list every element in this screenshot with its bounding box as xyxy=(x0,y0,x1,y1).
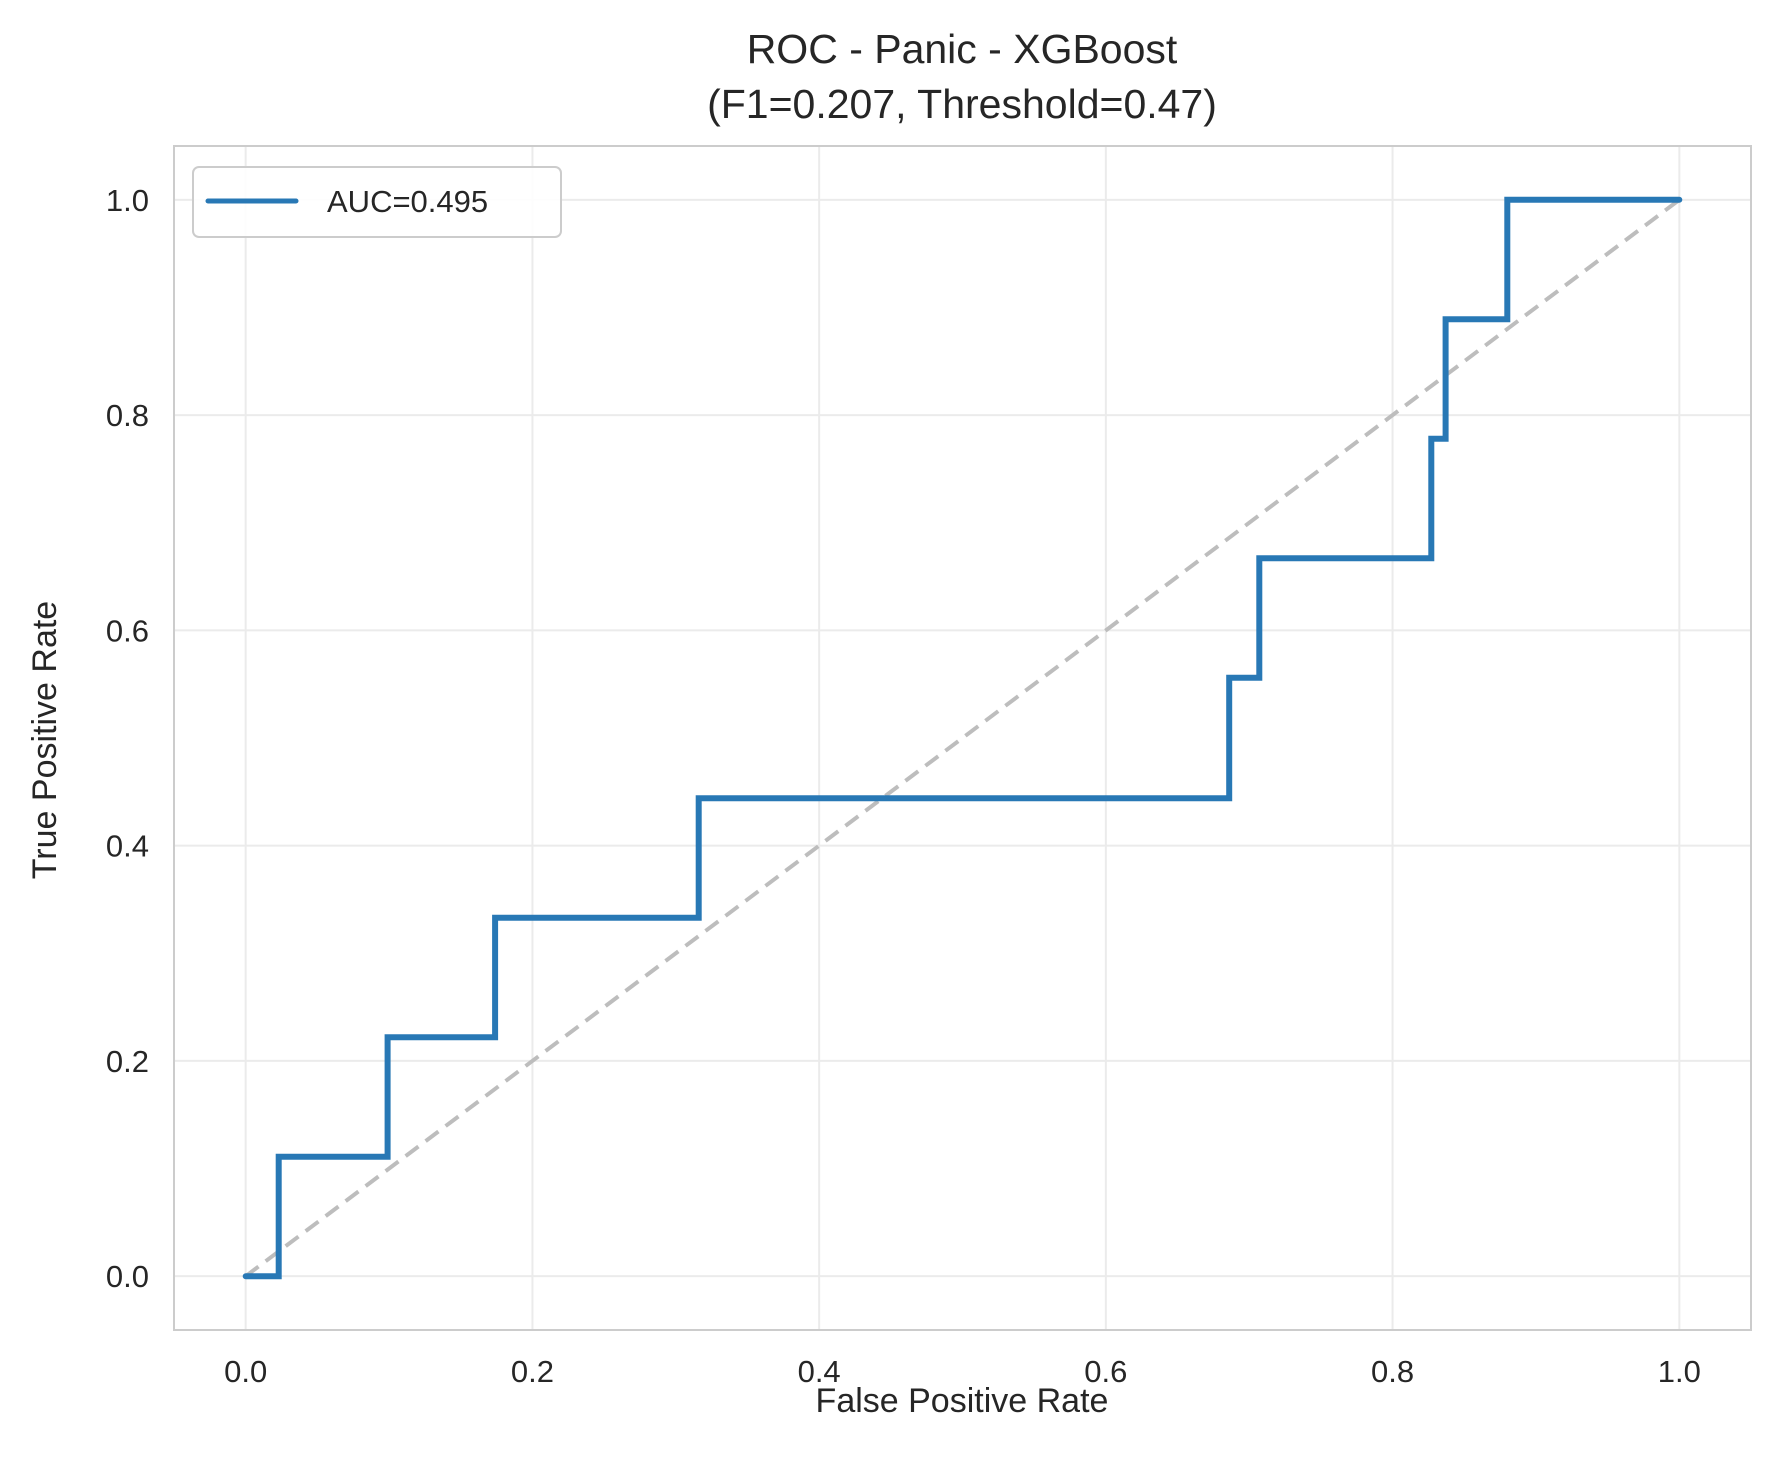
grid-lines xyxy=(174,146,1751,1330)
x-tick-label: 0.4 xyxy=(798,1354,841,1389)
legend-label: AUC=0.495 xyxy=(327,184,488,219)
y-axis-label: True Positive Rate xyxy=(26,601,64,879)
y-tick-label: 0.2 xyxy=(106,1044,149,1079)
x-tick-label: 0.0 xyxy=(224,1354,267,1389)
chart-title: ROC - Panic - XGBoost xyxy=(747,26,1178,72)
chart-subtitle: (F1=0.207, Threshold=0.47) xyxy=(707,81,1217,127)
x-tick-labels: 0.0 0.2 0.4 0.6 0.8 1.0 xyxy=(224,1354,1701,1389)
legend-box xyxy=(192,166,562,238)
series-layer xyxy=(242,196,1683,1280)
x-tick-label: 0.6 xyxy=(1084,1354,1127,1389)
y-tick-label: 0.8 xyxy=(106,398,149,433)
x-tick-label: 0.8 xyxy=(1371,1354,1414,1389)
y-tick-label: 0.4 xyxy=(106,829,149,864)
y-tick-labels: 0.0 0.2 0.4 0.6 0.8 1.0 xyxy=(106,183,149,1294)
x-tick-label: 0.2 xyxy=(511,1354,554,1389)
roc-curve-line-0 xyxy=(242,196,1683,1280)
plot-frame xyxy=(173,145,1752,1331)
x-axis-label: False Positive Rate xyxy=(816,1382,1109,1420)
x-tick-label: 1.0 xyxy=(1658,1354,1701,1389)
y-tick-label: 0.0 xyxy=(106,1259,149,1294)
legend: AUC=0.495 xyxy=(192,166,562,238)
y-tick-label: 1.0 xyxy=(106,183,149,218)
y-tick-label: 0.6 xyxy=(106,613,149,648)
